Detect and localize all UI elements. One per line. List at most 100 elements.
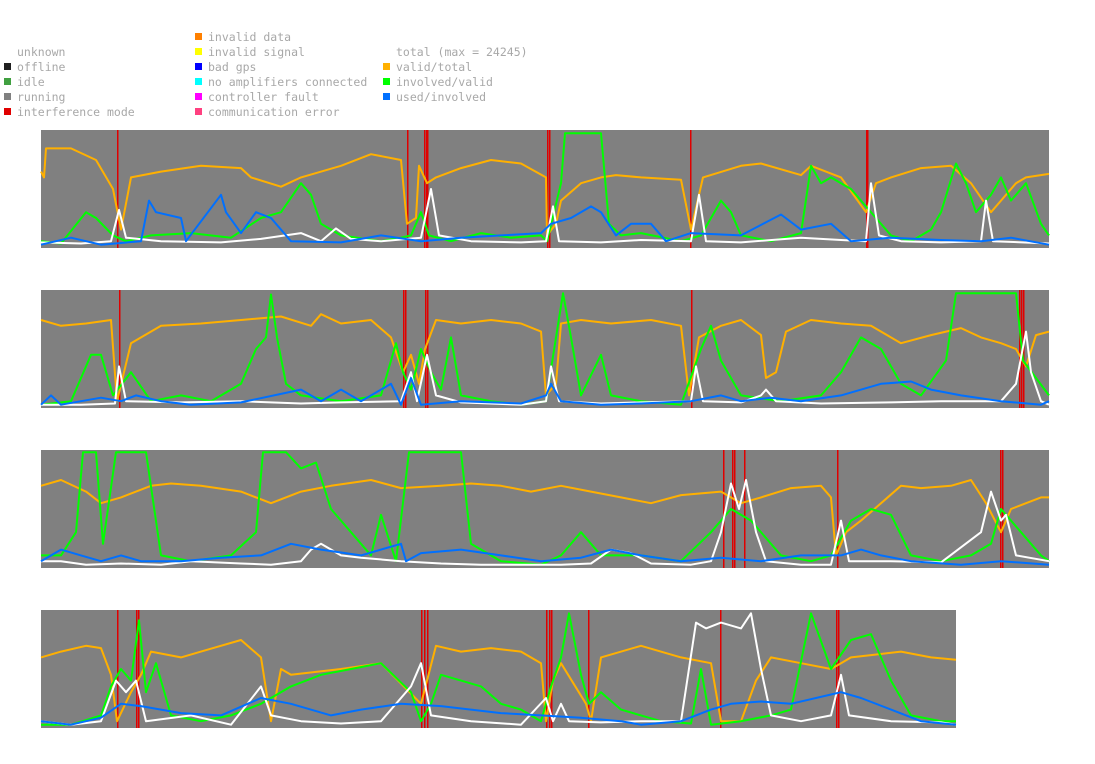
legend-item-valid-total: valid/total — [383, 59, 472, 74]
interference-marker — [1002, 450, 1004, 568]
interference-marker — [119, 290, 121, 408]
legend-label: total (max = 24245) — [396, 44, 528, 59]
interference-marker — [405, 290, 407, 408]
series-line-used-involved — [40, 377, 1050, 406]
legend-item-unknown: unknown — [4, 44, 65, 59]
series-line-involved-valid — [41, 612, 956, 726]
legend-item-idle: idle — [4, 74, 45, 89]
interference-marker — [723, 450, 725, 568]
legend-item-bad-gps: bad gps — [195, 59, 256, 74]
legend-label: involved/valid — [396, 74, 493, 89]
series-line-valid-total — [40, 639, 957, 723]
interference-marker — [427, 290, 429, 408]
interference-marker — [734, 450, 736, 568]
row-background-running — [41, 450, 1049, 568]
interference-marker — [138, 610, 140, 728]
legend-item-running: running — [4, 89, 65, 104]
series-line-total — [41, 330, 1050, 406]
interference-marker — [549, 610, 551, 728]
legend-item-interference-mode: interference mode — [4, 104, 135, 119]
legend-item-invalid-data: invalid data — [195, 29, 291, 44]
legend-label: valid/total — [396, 59, 473, 74]
legend-label: used/involved — [396, 89, 487, 104]
interference-marker — [117, 610, 119, 728]
legend-label: idle — [17, 74, 45, 89]
interference-marker — [838, 610, 840, 728]
interference-marker — [690, 130, 692, 248]
series-line-total — [40, 612, 957, 726]
interference-marker — [866, 130, 868, 248]
swatch-used-involved — [383, 93, 390, 100]
legend-item-used-involved: used/involved — [383, 89, 486, 104]
swatch-communication-error — [195, 108, 202, 115]
legend-label: interference mode — [17, 104, 135, 119]
legend-label: invalid signal — [208, 44, 305, 59]
swatch-involved-valid — [383, 78, 390, 85]
legend-item-involved-valid: involved/valid — [383, 74, 493, 89]
interference-marker — [837, 450, 839, 568]
series-line-involved-valid — [40, 292, 1050, 406]
legend-label: controller fault — [208, 89, 319, 104]
series-line-used-involved — [40, 542, 1050, 566]
chart-row-3 — [40, 450, 1050, 568]
interference-marker — [547, 130, 549, 248]
interference-marker — [136, 610, 138, 728]
swatch-controller-fault — [195, 93, 202, 100]
swatch-invalid-data — [195, 33, 202, 40]
interference-marker — [427, 610, 429, 728]
legend-item-total: total (max = 24245) — [383, 44, 528, 59]
legend-item-no-amplifiers: no amplifiers connected — [195, 74, 367, 89]
series-line-total — [41, 479, 1050, 566]
series-line-used-involved — [40, 691, 957, 726]
legend-label: offline — [17, 59, 66, 74]
chart-row-1 — [40, 130, 1050, 248]
swatch-invalid-signal — [195, 48, 202, 55]
interference-marker — [424, 610, 426, 728]
legend-item-offline: offline — [4, 59, 65, 74]
legend-label: bad gps — [208, 59, 257, 74]
legend-item-communication-error: communication error — [195, 104, 340, 119]
interference-marker — [549, 130, 551, 248]
legend-label: unknown — [17, 44, 66, 59]
legend: unknown offline idle running interferenc… — [0, 0, 1095, 125]
legend-label: communication error — [208, 104, 340, 119]
swatch-offline — [4, 63, 11, 70]
swatch-valid-total — [383, 63, 390, 70]
interference-marker — [588, 610, 590, 728]
series-line-used-involved — [40, 193, 1050, 246]
legend-label: invalid data — [208, 29, 292, 44]
swatch-idle — [4, 78, 11, 85]
interference-marker — [551, 610, 553, 728]
interference-marker — [1019, 290, 1021, 408]
series-line-involved-valid — [40, 132, 1050, 245]
interference-marker — [867, 130, 869, 248]
legend-label: no amplifiers connected — [208, 74, 368, 89]
interference-marker — [744, 450, 746, 568]
interference-marker — [117, 130, 119, 248]
row-background-running — [41, 610, 956, 728]
swatch-running — [4, 93, 11, 100]
chart-row-2 — [40, 290, 1050, 408]
series-line-valid-total — [40, 479, 1049, 557]
swatch-no-amplifiers — [195, 78, 202, 85]
interference-marker — [720, 610, 722, 728]
interference-marker — [426, 130, 428, 248]
series-line-involved-valid — [41, 451, 1050, 566]
interference-marker — [407, 130, 409, 248]
interference-marker — [546, 610, 548, 728]
interference-marker — [424, 130, 426, 248]
swatch-interference-mode — [4, 108, 11, 115]
interference-marker — [691, 290, 693, 408]
chart-row-4 — [40, 610, 957, 728]
legend-item-invalid-signal: invalid signal — [195, 44, 305, 59]
legend-item-controller-fault: controller fault — [195, 89, 319, 104]
series-line-total — [40, 182, 1050, 245]
legend-label: running — [17, 89, 66, 104]
interference-marker — [403, 290, 405, 408]
series-line-valid-total — [40, 147, 1050, 237]
swatch-bad-gps — [195, 63, 202, 70]
interference-marker — [1023, 290, 1025, 408]
interference-marker — [836, 610, 838, 728]
interference-marker — [427, 130, 429, 248]
